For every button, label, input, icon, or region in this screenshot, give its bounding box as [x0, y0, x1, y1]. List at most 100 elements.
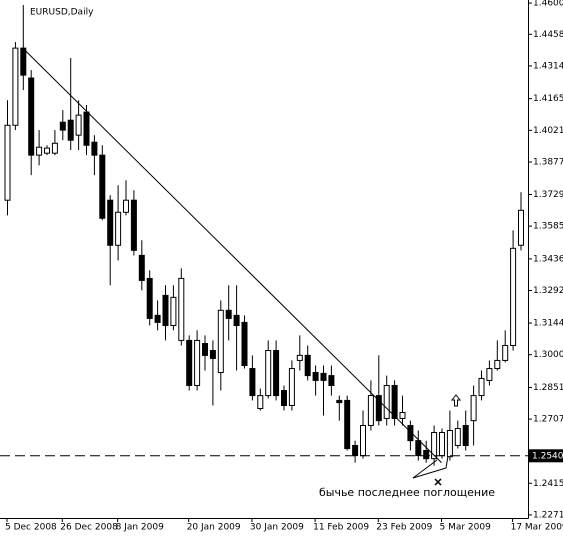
- candle-body: [233, 314, 240, 326]
- candle-body: [399, 412, 406, 419]
- candle-body: [44, 147, 50, 154]
- candle-body: [439, 432, 445, 457]
- candle-body: [296, 354, 303, 361]
- candle-body: [304, 354, 311, 377]
- x-tick-label: 5 Mar 2009: [440, 523, 492, 533]
- candle-body: [130, 199, 137, 251]
- candle-body: [146, 277, 153, 319]
- x-tick-label: 8 Jan 2009: [116, 523, 164, 533]
- y-tick-label: 1.4600: [533, 0, 563, 9]
- price-label-box: [529, 449, 563, 463]
- y-tick-label: 1.4458: [533, 30, 563, 40]
- candle-body: [75, 114, 82, 136]
- candle-body: [352, 444, 359, 457]
- x-tick-label: 20 Jan 2009: [187, 523, 241, 533]
- y-tick-label: 1.3585: [533, 222, 563, 232]
- pointer-line: [412, 467, 447, 479]
- candle-body: [186, 339, 193, 386]
- candle-body: [344, 399, 351, 450]
- candle-body: [225, 309, 232, 319]
- y-tick-label: 1.3729: [533, 190, 563, 200]
- x-tick-label: 23 Feb 2009: [376, 523, 432, 533]
- candle-body: [36, 146, 43, 156]
- plot: [4, 5, 524, 466]
- candle-body: [494, 359, 501, 370]
- candle-body: [202, 343, 208, 356]
- candle-body: [470, 395, 477, 422]
- candle-body: [241, 321, 248, 366]
- candle-body: [510, 247, 517, 346]
- y-tick-label: 1.2851: [533, 383, 563, 393]
- candle-body: [462, 424, 469, 446]
- candle-body: [431, 432, 438, 460]
- annotation-pointer: [412, 394, 462, 486]
- chart-title: EURUSD,Daily: [30, 8, 94, 18]
- candle-body: [328, 375, 335, 386]
- candle-body: [391, 384, 398, 419]
- candle-body: [83, 111, 90, 146]
- candle-body: [312, 372, 319, 381]
- y-tick-label: 1.3000: [533, 350, 563, 360]
- candle-body: [454, 428, 461, 446]
- candle-body: [170, 296, 177, 326]
- candle-body: [178, 277, 185, 341]
- candle-body: [320, 372, 327, 381]
- pointer-line: [445, 455, 449, 469]
- candle-body: [138, 254, 145, 281]
- candle-body: [209, 350, 216, 359]
- candle-body: [12, 47, 19, 126]
- candle-body: [502, 344, 509, 361]
- candle-body: [265, 350, 272, 397]
- candle-body: [91, 141, 98, 156]
- candle-body: [194, 339, 201, 386]
- candle-body: [478, 377, 485, 397]
- x-tick-label: 11 Feb 2009: [313, 523, 369, 533]
- candle-body: [415, 440, 422, 457]
- candle-body: [486, 368, 493, 381]
- y-tick-label: 1.4021: [533, 126, 563, 136]
- candle-body: [20, 47, 27, 76]
- candle-body: [99, 154, 106, 219]
- candle-body: [257, 395, 264, 410]
- candle-body: [423, 450, 430, 460]
- y-tick-label: 1.3436: [533, 254, 563, 264]
- candle-body: [115, 211, 122, 246]
- candle-body: [67, 119, 74, 141]
- candle-body: [446, 430, 453, 458]
- candle-body: [518, 209, 524, 246]
- cross-marker: [434, 478, 442, 486]
- y-tick-label: 1.2271: [533, 510, 563, 520]
- y-tick-label: 1.2707: [533, 415, 563, 425]
- candle-body: [4, 124, 11, 201]
- candle-body: [367, 395, 374, 426]
- candle-body: [107, 199, 114, 246]
- candle-body: [249, 368, 256, 397]
- candle-body: [336, 399, 343, 404]
- arrow-up-marker: [450, 394, 462, 407]
- annotation: бычье последнее поглощение: [319, 486, 495, 499]
- x-tick-label: 17 Mar 2009: [511, 523, 563, 533]
- candle-body: [407, 424, 414, 442]
- candle-body: [273, 350, 280, 397]
- x-tick-label: 30 Jan 2009: [250, 523, 304, 533]
- trend-line: [22, 47, 442, 463]
- candle-body: [28, 77, 35, 156]
- candle-body: [162, 294, 169, 326]
- candle-body: [51, 142, 58, 154]
- x-tick-label: 26 Dec 2008: [60, 523, 118, 533]
- candle-body: [360, 424, 366, 457]
- candle-body: [59, 121, 66, 131]
- candle-body: [375, 395, 382, 422]
- candle-body: [288, 368, 295, 406]
- candle-body: [217, 309, 224, 374]
- y-tick-label: 1.4165: [533, 94, 563, 104]
- price-label: 1.2540: [532, 451, 563, 461]
- y-tick-label: 1.3292: [533, 286, 563, 296]
- candle-body: [123, 199, 129, 213]
- y-tick-label: 1.3144: [533, 319, 563, 329]
- candle-body: [383, 384, 390, 419]
- y-tick-label: 1.4314: [533, 61, 563, 71]
- candle-body: [281, 390, 287, 406]
